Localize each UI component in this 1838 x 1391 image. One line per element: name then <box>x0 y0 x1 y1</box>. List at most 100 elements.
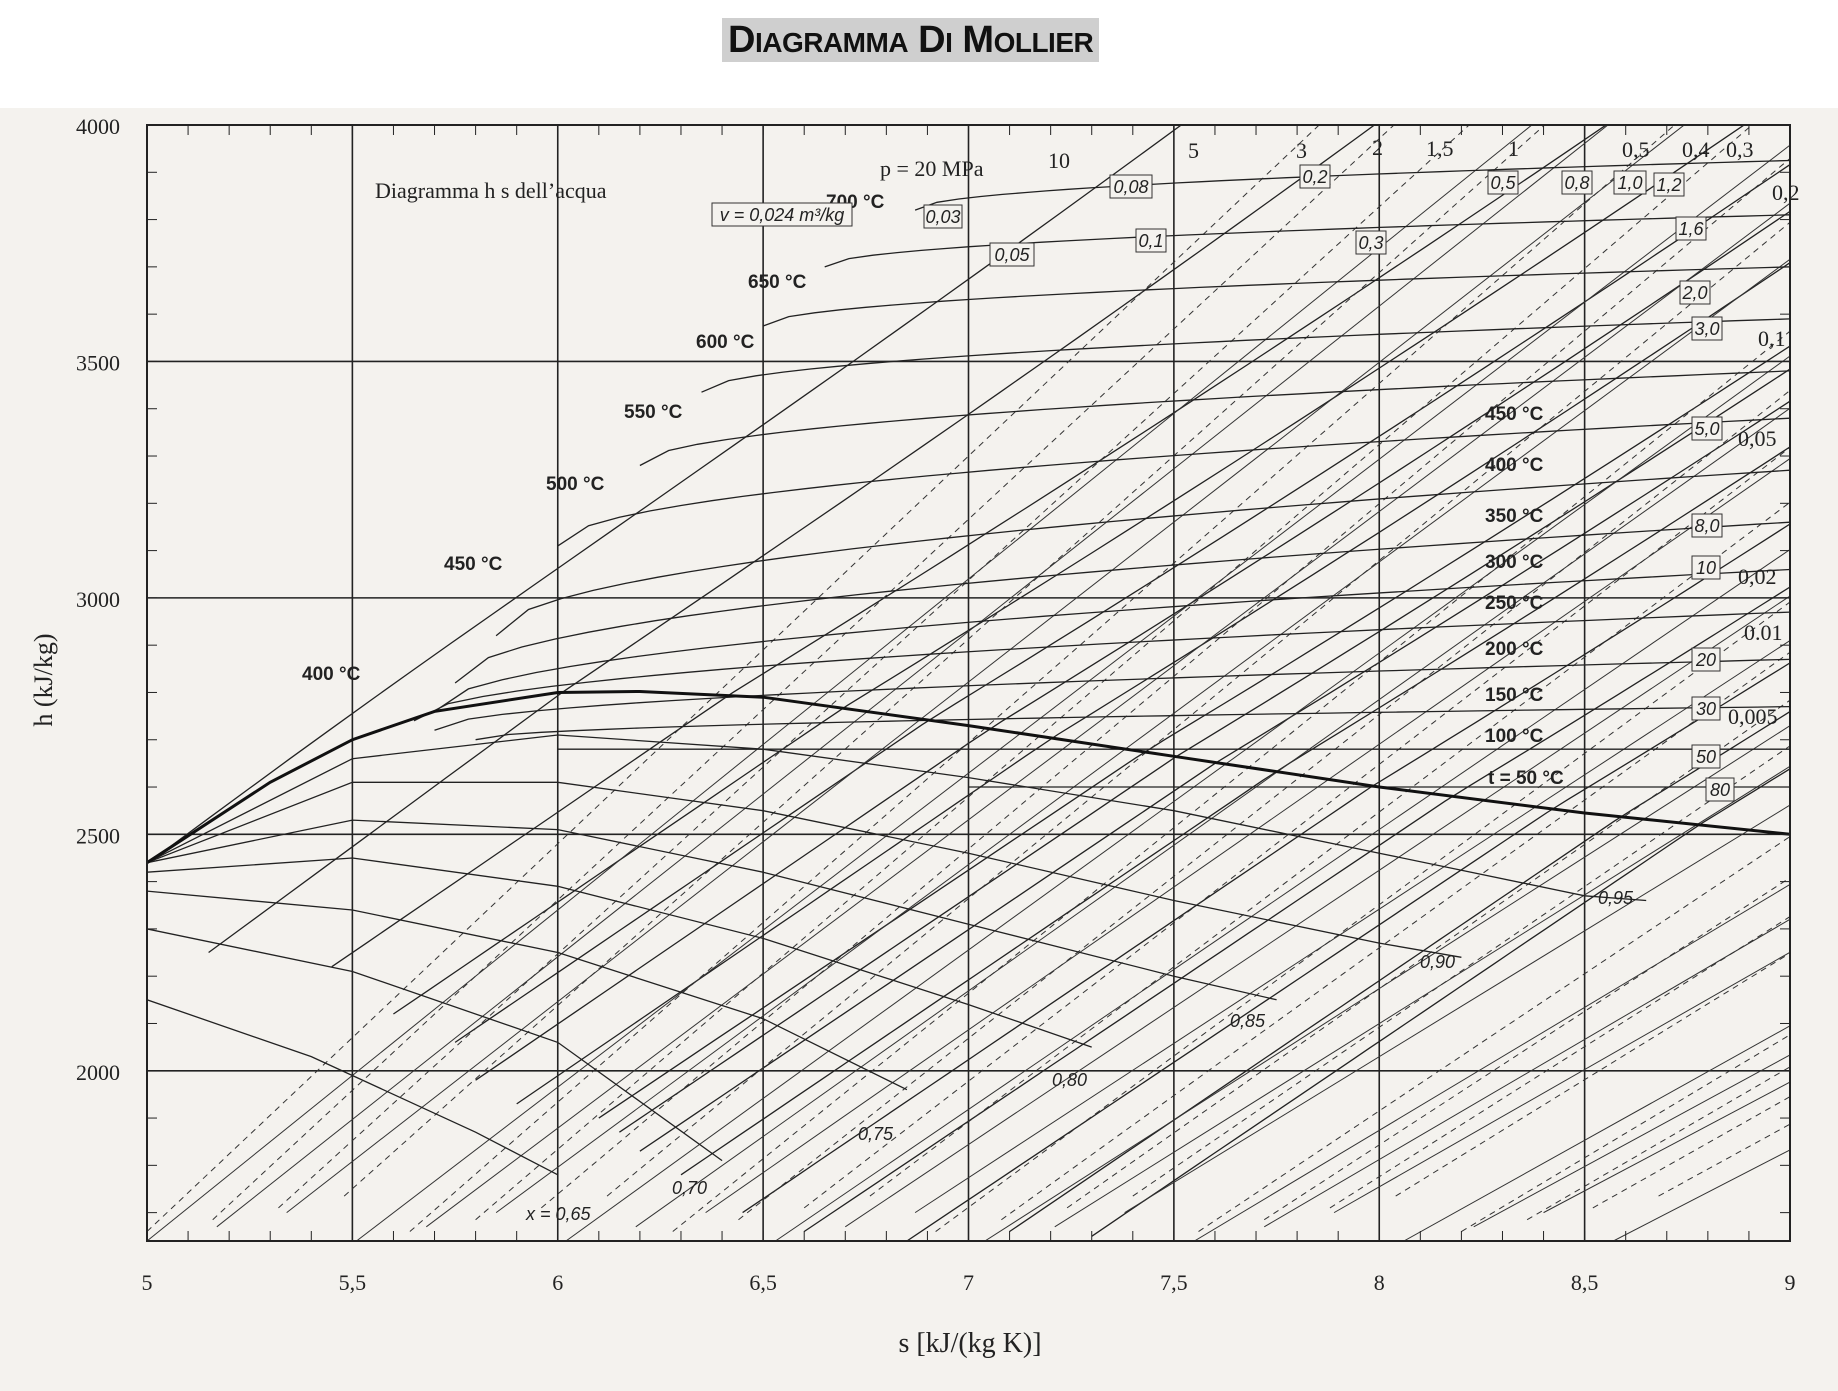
isobar-label: 0,2 <box>1772 180 1800 205</box>
specific-volume-label: 0,03 <box>923 204 963 229</box>
specific-volume-text: 10 <box>1696 558 1716 578</box>
isobar-line <box>393 125 1746 1015</box>
x-tick-label: 6,5 <box>749 1270 777 1295</box>
y-tick-label: 3000 <box>76 587 120 612</box>
isobar-line-minor <box>1543 1081 1790 1214</box>
isochore-line <box>1198 836 1790 1232</box>
isotherm-label: 450 °C <box>1485 404 1544 425</box>
quality-label: 0,75 <box>858 1124 894 1144</box>
specific-volume-box <box>923 204 963 229</box>
isobar-line-minor <box>147 125 1533 1241</box>
quality-line <box>147 999 559 1176</box>
isotherm-label: 200 °C <box>1485 639 1544 660</box>
isotherm-line <box>413 611 1790 722</box>
specific-volume-box <box>1691 744 1721 769</box>
specific-volume-label: 0,2 <box>1299 164 1331 189</box>
specific-volume-label: 8,0 <box>1691 513 1723 538</box>
isotherm-label: 300 °C <box>1485 552 1544 573</box>
quality-label: 0,70 <box>672 1178 707 1198</box>
specific-volume-box <box>1691 647 1721 672</box>
specific-volume-label: 20 <box>1691 647 1721 672</box>
isochore-line <box>606 221 1790 1197</box>
label-layer: 5 5,5 6 6,5 7 7,5 8 8,5 9 4000 3500 3000 2500 2000 p =… <box>76 114 1800 1295</box>
specific-volume-text: 5,0 <box>1694 419 1719 439</box>
specific-volume-text: 3,0 <box>1694 319 1719 339</box>
isochore-line <box>1001 651 1790 1221</box>
specific-volume-text: 0,3 <box>1358 233 1383 253</box>
isobar-line <box>742 523 1790 1214</box>
x-axis-label: s [kJ/(kg K)] <box>898 1328 1041 1359</box>
isobar-line <box>475 210 1790 1081</box>
isotherm-label: 400 °C <box>302 664 361 685</box>
specific-volume-text: 0,1 <box>1138 231 1163 251</box>
specific-volume-label: 0,05 <box>989 242 1035 267</box>
isotherm-label: 100 °C <box>1485 726 1544 747</box>
isotherm-label: 650 °C <box>748 272 807 293</box>
isotherm-label: 350 °C <box>1485 506 1544 527</box>
quality-label: x = 0,65 <box>525 1204 592 1224</box>
isobar-line <box>208 125 1376 954</box>
x-tick-label: 8,5 <box>1571 1270 1599 1295</box>
isochore-layer <box>147 125 1790 1232</box>
isobar-line <box>516 262 1790 1105</box>
isotherm-label: 550 °C <box>624 402 683 423</box>
specific-volume-label: 50 <box>1691 744 1721 769</box>
quality-label: 0,85 <box>1230 1011 1266 1031</box>
isotherm-label: 600 °C <box>696 332 755 353</box>
specific-volume-box <box>1487 170 1519 195</box>
x-tick-label: 7 <box>963 1270 974 1295</box>
specific-volume-box <box>1109 174 1153 199</box>
isobar-line <box>619 368 1790 1133</box>
specific-volume-box <box>1691 416 1723 441</box>
specific-volume-label: 30 <box>1691 696 1721 721</box>
y-axis-label: h (kJ/kg) <box>29 633 58 726</box>
isochore-line <box>1592 1096 1790 1209</box>
grid-layer <box>146 124 1791 1241</box>
x-tick-label: 5,5 <box>339 1270 367 1295</box>
x-tick-label: 5 <box>142 1270 153 1295</box>
specific-volume-text: 0,05 <box>994 245 1030 265</box>
quality-line <box>147 819 1277 1001</box>
isobar-label: 0,05 <box>1738 426 1777 451</box>
isotherm-line <box>639 370 1790 467</box>
chart-subtitle: Diagramma h s dell’acqua <box>375 178 607 203</box>
isotherm-label: 250 °C <box>1485 593 1544 614</box>
isochore-line <box>343 125 1546 1197</box>
isobar-label: 5 <box>1188 138 1199 163</box>
quality-line <box>147 781 1462 958</box>
specific-volume-label: v = 0,024 m³/kg <box>711 202 853 227</box>
isotherm-line <box>434 568 1790 712</box>
isotherm-line <box>824 214 1790 268</box>
isobar-line-minor <box>775 549 1790 1241</box>
specific-volume-text: 80 <box>1710 780 1730 800</box>
y-tick-label: 2000 <box>76 1060 120 1085</box>
isobar-line-minor <box>216 125 1609 1228</box>
tick-layer <box>146 124 1791 1241</box>
specific-volume-label: 0,3 <box>1355 230 1387 255</box>
specific-volume-label: 0,1 <box>1135 228 1167 253</box>
specific-volume-label: 10 <box>1691 555 1721 580</box>
isobar-line-minor <box>844 595 1790 1228</box>
isochore-line <box>672 330 1790 1232</box>
quality-line <box>147 857 1092 1048</box>
isobar-label: 1 <box>1508 136 1519 161</box>
isochore-line <box>738 390 1790 1221</box>
isotherm-label: 150 °C <box>1485 685 1544 706</box>
specific-volume-text: 2,0 <box>1681 283 1707 303</box>
saturation-line-layer <box>147 689 1790 864</box>
isochore-line <box>540 158 1790 1209</box>
isobar-label: 0,02 <box>1738 564 1777 589</box>
saturation-line <box>147 689 1790 864</box>
quality-label: 0,95 <box>1598 888 1634 908</box>
specific-volume-box <box>1705 777 1735 802</box>
quality-line <box>147 734 1647 902</box>
isobar-line-minor <box>635 407 1790 1228</box>
isochore-line <box>1329 916 1790 1209</box>
x-tick-label: 7,5 <box>1160 1270 1188 1295</box>
specific-volume-label: 0,5 <box>1487 170 1519 195</box>
isobar-line <box>1009 711 1790 1233</box>
specific-volume-box <box>1691 513 1723 538</box>
specific-volume-box <box>1135 228 1167 253</box>
